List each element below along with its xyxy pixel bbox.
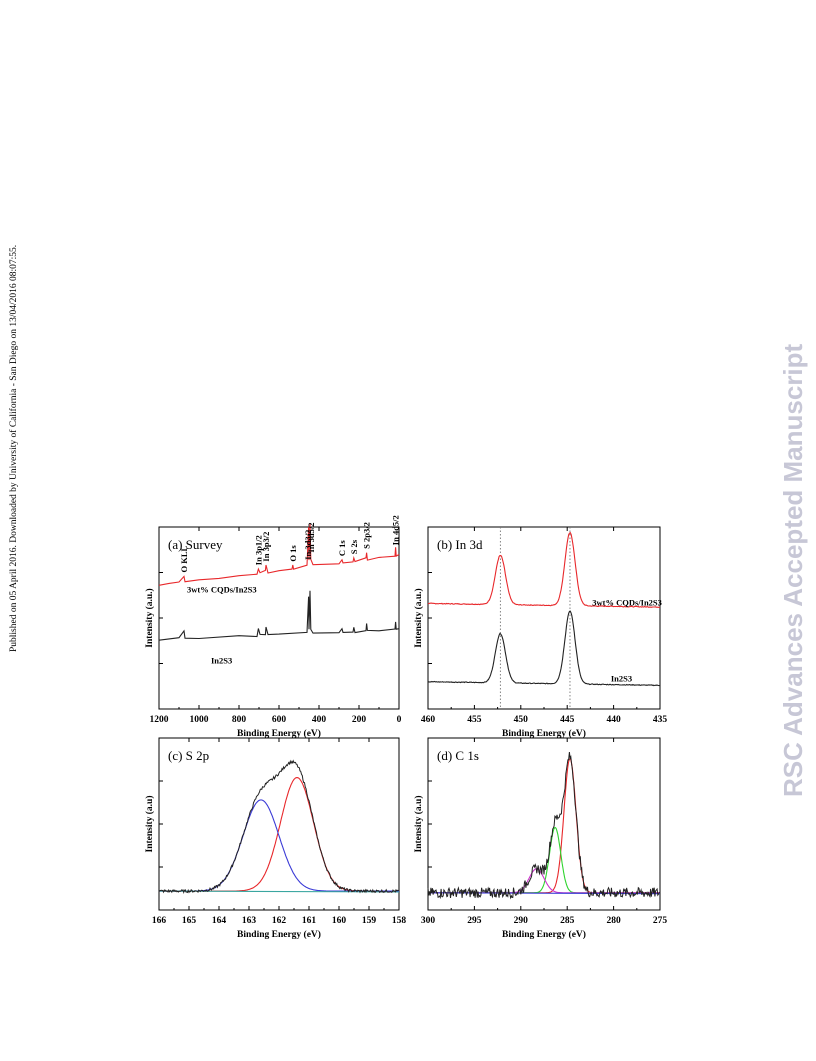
download-notice-text: Published on 05 April 2016. Downloaded b… — [8, 245, 19, 652]
y-axis-label: Intensity (a.u.) — [413, 588, 424, 647]
x-tick-label: 285 — [560, 916, 575, 926]
x-tick-label: 800 — [232, 715, 247, 725]
peak-annotation: In 3d3/2 — [303, 530, 313, 560]
x-axis-label: Binding Energy (eV) — [502, 929, 586, 940]
x-tick-label: 435 — [653, 715, 668, 725]
x-tick-label: 450 — [514, 715, 529, 725]
legend-label: In2S3 — [211, 656, 232, 666]
x-tick-label: 290 — [514, 916, 529, 926]
x-tick-label: 460 — [421, 715, 436, 725]
x-tick-label: 163 — [242, 916, 257, 926]
y-axis-label: Intensity (a.u) — [413, 795, 424, 852]
panel-title: (b) In 3d — [437, 537, 483, 552]
peak-annotation: C 1s — [337, 540, 347, 557]
raw-spectrum — [427, 752, 661, 900]
x-tick-label: 400 — [312, 715, 327, 725]
plot-frame — [158, 526, 400, 710]
x-tick-label: 200 — [352, 715, 367, 725]
x-axis-label: Binding Energy (eV) — [237, 728, 321, 739]
x-axis-label: Binding Energy (eV) — [502, 728, 586, 739]
peak-annotation: In 4d5/2 — [391, 515, 401, 545]
fit-component — [159, 799, 399, 892]
peak-annotation: O 1s — [288, 545, 298, 562]
x-tick-label: 162 — [272, 916, 287, 926]
legend-label: 3wt% CQDs/In2S3 — [187, 585, 257, 595]
panel-a: 1200 1000 800 600 400 200 0 Binding Energy (eV)… — [144, 515, 402, 739]
x-tick-label: 166 — [152, 916, 167, 926]
panel-title: (a) Survey — [168, 537, 223, 552]
panel-b: 460 455 450 445 440 435 Binding Energy (eV) Int… — [413, 526, 668, 739]
baseline-line — [427, 892, 661, 895]
x-tick-label: 160 — [332, 916, 347, 926]
x-tick-label: 275 — [653, 916, 668, 926]
x-tick-label: 159 — [362, 916, 377, 926]
peak-annotation: S 2p3/2 — [362, 522, 372, 549]
y-axis-label: Intensity (a.u) — [144, 795, 155, 852]
x-tick-label: 295 — [467, 916, 482, 926]
series-line — [158, 523, 400, 586]
fit-component — [428, 826, 660, 894]
watermark-text: RSC Advances Accepted Manuscript — [778, 343, 808, 797]
plot-frame — [158, 737, 400, 911]
series-line — [427, 531, 661, 608]
panel-d: 300 295 290 285 280 275 Binding Energy (eV) Int… — [413, 737, 668, 940]
legend-label: 3wt% CQDs/In2S3 — [592, 597, 662, 607]
peak-annotation: In 3p3/2 — [261, 532, 271, 562]
x-tick-label: 164 — [212, 916, 227, 926]
x-tick-label: 1000 — [190, 715, 209, 725]
series-line — [158, 590, 400, 641]
peak-annotation: In 3p1/2 — [253, 535, 263, 565]
x-tick-label: 300 — [421, 916, 436, 926]
peak-annotation: S 2s — [349, 539, 359, 554]
x-tick-label: 455 — [467, 715, 482, 725]
peak-annotation: O KLL — [179, 545, 189, 572]
x-tick-label: 445 — [560, 715, 575, 725]
panel-title: (c) S 2p — [168, 748, 209, 763]
x-tick-label: 600 — [272, 715, 287, 725]
y-axis-label: Intensity (a.u.) — [144, 588, 155, 647]
x-tick-label: 165 — [182, 916, 197, 926]
series-line — [427, 610, 660, 687]
peak-annotation: In 3d5/2 — [306, 522, 316, 552]
download-notice: Published on 05 April 2016. Downloaded b… — [4, 0, 20, 1056]
x-tick-label: 158 — [392, 916, 407, 926]
panel-c: 166 165 164 163 162 161 160 159 158 Binding Energ… — [144, 737, 407, 940]
x-tick-label: 161 — [302, 916, 317, 926]
x-tick-label: 440 — [606, 715, 621, 725]
raw-spectrum — [158, 759, 400, 895]
x-tick-label: 280 — [606, 916, 621, 926]
x-tick-label: 0 — [397, 715, 402, 725]
watermark: RSC Advances Accepted Manuscript — [756, 0, 816, 1056]
baseline-line — [158, 890, 400, 893]
x-tick-label: 1200 — [150, 715, 169, 725]
legend-label: In2S3 — [611, 674, 632, 684]
panel-title: (d) C 1s — [437, 748, 479, 763]
x-axis-label: Binding Energy (eV) — [237, 929, 321, 940]
